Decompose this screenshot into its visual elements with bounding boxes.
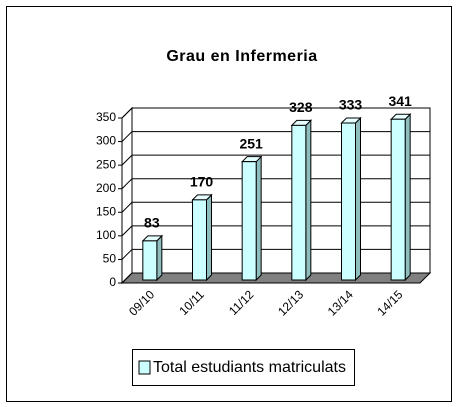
y-tick-label: 150 — [96, 204, 116, 218]
y-tick-label: 250 — [96, 157, 116, 171]
side-wall — [121, 106, 133, 285]
data-label: 333 — [339, 97, 363, 113]
data-label: 251 — [239, 135, 263, 151]
grid-line — [121, 225, 133, 237]
grid-line — [121, 178, 133, 190]
back-wall — [131, 107, 431, 274]
bar-side — [355, 116, 361, 282]
bar-side — [206, 193, 212, 282]
grid-line — [121, 154, 133, 166]
grid-line — [121, 249, 133, 260]
bar — [341, 122, 356, 281]
data-label: 83 — [144, 215, 160, 231]
data-label: 328 — [289, 99, 313, 115]
bar-group — [191, 193, 213, 282]
bar-group — [141, 234, 164, 282]
bar-side — [156, 234, 163, 282]
bar — [241, 161, 257, 281]
bar-group — [240, 155, 263, 282]
bar — [291, 124, 307, 281]
bar-side — [305, 119, 312, 282]
floor — [120, 272, 432, 284]
bar — [192, 199, 207, 281]
grid-line — [121, 272, 133, 284]
data-label: 341 — [388, 93, 412, 109]
bar-group — [340, 116, 362, 282]
y-tick-label: 200 — [96, 181, 116, 195]
bar-side — [255, 155, 262, 282]
bar-side — [404, 113, 411, 282]
y-tick-label: 50 — [103, 252, 117, 266]
chart-title: Grau en Infermeria — [166, 48, 317, 65]
y-tick-label: 350 — [96, 110, 116, 124]
bar — [142, 240, 158, 281]
grid-line — [121, 131, 133, 142]
legend-swatch — [138, 360, 151, 375]
grid-line — [121, 107, 133, 119]
bar-group — [290, 119, 313, 282]
legend-label: Total estudiants matriculats — [153, 359, 346, 376]
bar — [390, 118, 406, 281]
legend-box — [132, 349, 355, 386]
y-tick-label: 300 — [96, 134, 116, 148]
y-tick-label: 100 — [96, 228, 116, 242]
bar-group — [389, 113, 412, 282]
data-label: 170 — [190, 174, 214, 190]
y-tick-label: 0 — [109, 275, 116, 289]
grid-line — [121, 201, 133, 213]
